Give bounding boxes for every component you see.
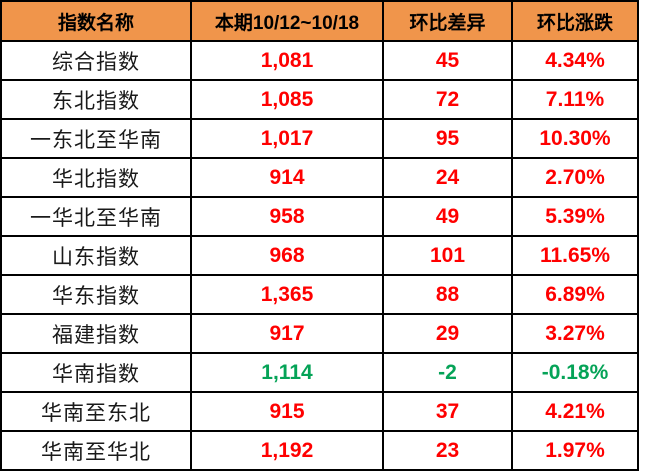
cell-current-value: 958: [190, 196, 384, 237]
cell-mom-difference: 45: [382, 40, 513, 81]
cell-mom-difference: 49: [382, 196, 513, 237]
cell-index-name: 华南指数: [0, 352, 192, 393]
cell-mom-change-percent: 1.97%: [511, 430, 639, 471]
cell-mom-change-percent: 11.65%: [511, 235, 639, 276]
table-row: 一华北至华南 958 49 5.39%: [0, 196, 639, 237]
cell-mom-change-percent: 6.89%: [511, 274, 639, 315]
cell-mom-change-percent: 10.30%: [511, 118, 639, 159]
cell-mom-change-percent: 5.39%: [511, 196, 639, 237]
table-header: 指数名称 本期10/12~10/18 环比差异 环比涨跌: [0, 0, 639, 42]
cell-mom-difference: 88: [382, 274, 513, 315]
table-row: 综合指数 1,081 45 4.34%: [0, 40, 639, 81]
table-row: 一东北至华南 1,017 95 10.30%: [0, 118, 639, 159]
cell-mom-difference: 101: [382, 235, 513, 276]
cell-current-value: 914: [190, 157, 384, 198]
cell-mom-change-percent: 4.21%: [511, 391, 639, 432]
cell-current-value: 917: [190, 313, 384, 354]
cell-mom-difference: 37: [382, 391, 513, 432]
cell-index-name: 山东指数: [0, 235, 192, 276]
cell-index-name: 一东北至华南: [0, 118, 192, 159]
cell-index-name: 华东指数: [0, 274, 192, 315]
table-row: 山东指数 968 101 11.65%: [0, 235, 639, 276]
cell-current-value: 968: [190, 235, 384, 276]
cell-mom-difference: 95: [382, 118, 513, 159]
cell-mom-difference: -2: [382, 352, 513, 393]
cell-mom-difference: 29: [382, 313, 513, 354]
column-header-mom-difference: 环比差异: [382, 0, 513, 42]
cell-current-value: 1,192: [190, 430, 384, 471]
table-body: 综合指数 1,081 45 4.34% 东北指数 1,085 72 7.11% 一东北至华南 1,…: [0, 40, 639, 471]
table-row: 东北指数 1,085 72 7.11%: [0, 79, 639, 120]
table-row: 华南至华北 1,192 23 1.97%: [0, 430, 639, 471]
cell-mom-change-percent: 4.34%: [511, 40, 639, 81]
table-row: 华东指数 1,365 88 6.89%: [0, 274, 639, 315]
cell-mom-difference: 24: [382, 157, 513, 198]
cell-mom-change-percent: 7.11%: [511, 79, 639, 120]
cell-index-name: 华南至东北: [0, 391, 192, 432]
cell-current-value: 1,114: [190, 352, 384, 393]
cell-current-value: 1,085: [190, 79, 384, 120]
cell-current-value: 1,017: [190, 118, 384, 159]
cell-mom-difference: 72: [382, 79, 513, 120]
cell-index-name: 华北指数: [0, 157, 192, 198]
column-header-current-period: 本期10/12~10/18: [190, 0, 384, 42]
table-header-row: 指数名称 本期10/12~10/18 环比差异 环比涨跌: [0, 0, 639, 42]
cell-index-name: 福建指数: [0, 313, 192, 354]
cell-current-value: 1,081: [190, 40, 384, 81]
cell-mom-change-percent: 3.27%: [511, 313, 639, 354]
table-row: 华北指数 914 24 2.70%: [0, 157, 639, 198]
cell-index-name: 东北指数: [0, 79, 192, 120]
cell-index-name: 综合指数: [0, 40, 192, 81]
cell-index-name: 华南至华北: [0, 430, 192, 471]
table-row: 福建指数 917 29 3.27%: [0, 313, 639, 354]
column-header-index-name: 指数名称: [0, 0, 192, 42]
cell-mom-change-percent: -0.18%: [511, 352, 639, 393]
cell-mom-difference: 23: [382, 430, 513, 471]
table-row: 华南至东北 915 37 4.21%: [0, 391, 639, 432]
cell-mom-change-percent: 2.70%: [511, 157, 639, 198]
column-header-mom-change: 环比涨跌: [511, 0, 639, 42]
cell-index-name: 一华北至华南: [0, 196, 192, 237]
table-row: 华南指数 1,114 -2 -0.18%: [0, 352, 639, 393]
cell-current-value: 915: [190, 391, 384, 432]
cell-current-value: 1,365: [190, 274, 384, 315]
